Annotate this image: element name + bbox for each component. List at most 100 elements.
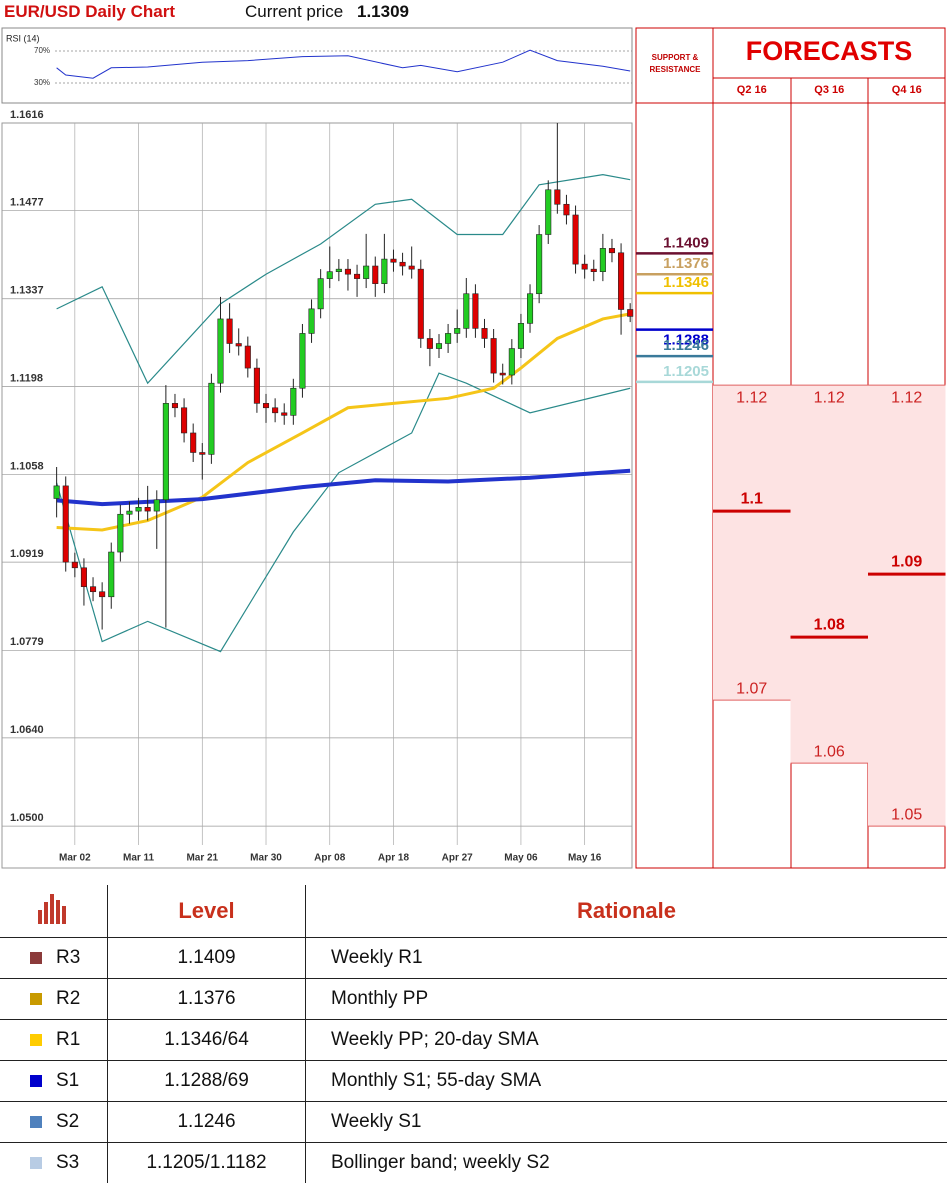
candle-body <box>299 333 306 389</box>
candle-body <box>181 407 188 434</box>
header-cell: Level <box>107 885 306 938</box>
code-cell: S3 <box>0 1142 108 1183</box>
candle-body <box>144 507 151 512</box>
candle-body <box>117 513 124 553</box>
rationale-cell: Monthly PP <box>305 978 947 1020</box>
candle-body <box>627 309 634 317</box>
y-tick-label: 1.0500 <box>10 812 44 824</box>
candle-body <box>435 343 443 349</box>
x-tick-label: May 06 <box>504 853 538 864</box>
forecast-low-label: 1.06 <box>814 743 845 760</box>
x-tick-label: Mar 21 <box>186 853 218 864</box>
table-row: S2 1.1246 Weekly S1 <box>0 1101 947 1143</box>
table-row: R2 1.1376 Monthly PP <box>0 978 947 1020</box>
level-label: 1.1288 <box>663 332 709 349</box>
code-cell: R2 <box>0 978 108 1020</box>
candle-body <box>517 323 524 349</box>
candle-body <box>244 345 251 369</box>
level-code: S2 <box>56 1111 80 1132</box>
candle-body <box>153 499 160 512</box>
level-label: 1.1409 <box>663 234 709 251</box>
forecast-high-label: 1.12 <box>814 389 845 406</box>
forecast-mid-label: 1.09 <box>891 553 922 570</box>
icon-cell <box>0 885 108 938</box>
candle-body <box>399 261 406 267</box>
candle-body <box>581 263 588 270</box>
table-body: R3 1.1409 Weekly R1 R2 1.1376 Monthly PP R1 1.1… <box>0 937 947 1183</box>
indicator-line <box>56 372 631 653</box>
candle-body <box>490 338 497 374</box>
candle-body <box>545 189 552 235</box>
y-tick-label: 1.0919 <box>10 548 44 560</box>
table-header: Level Rationale <box>0 885 947 938</box>
candle-body <box>262 403 270 409</box>
swatch <box>30 1115 42 1128</box>
level-code: S1 <box>56 1070 80 1091</box>
level-label: 1.1246 <box>663 337 709 354</box>
code-cell: S2 <box>0 1101 108 1143</box>
y-tick-label: 1.1477 <box>10 196 44 208</box>
candle-body <box>253 367 260 404</box>
candle-body <box>108 551 115 598</box>
rsi-tick-label: 30% <box>34 78 50 87</box>
code-cell: R3 <box>0 937 108 979</box>
candle-body <box>281 412 288 416</box>
rationale-cell: Weekly PP; 20-day SMA <box>305 1019 947 1061</box>
y-tick-label: 1.1616 <box>10 109 44 121</box>
candle-body <box>344 268 351 275</box>
x-tick-label: Apr 18 <box>378 853 410 864</box>
candle-body <box>80 567 87 587</box>
candle-body <box>162 403 169 501</box>
indicator-line <box>56 312 631 532</box>
candle-body <box>208 382 215 455</box>
indicator-line <box>56 468 631 507</box>
forecast-range <box>713 385 791 701</box>
sr-title: SUPPORT & RESISTANCE <box>649 53 701 74</box>
level-cell: 1.1246 <box>107 1101 306 1143</box>
forecast-high-label: 1.12 <box>736 389 767 406</box>
forecast-mid-label: 1.1 <box>741 490 763 507</box>
candle-body <box>536 234 543 295</box>
candle-body <box>190 432 197 453</box>
candle-body <box>90 586 97 593</box>
x-tick-label: Mar 02 <box>59 853 91 864</box>
level-cell: 1.1376 <box>107 978 306 1020</box>
price-label: Current price <box>245 2 344 21</box>
icon <box>37 894 66 924</box>
swatch <box>30 1156 42 1169</box>
candle-body <box>335 268 342 272</box>
chart-area: 1.1616 1.1477 1.1337 1.1198 1.1058 1.0919 1.07… <box>1 27 946 869</box>
candle-body <box>126 510 133 515</box>
level-code: R1 <box>56 1029 81 1050</box>
level-cell: 1.1409 <box>107 937 306 979</box>
level-cell: 1.1205/1.1182 <box>107 1142 306 1183</box>
candle-body <box>226 318 233 344</box>
candle-body <box>217 318 224 384</box>
level-code: R3 <box>56 947 81 968</box>
candle-body <box>499 372 506 376</box>
candle-body <box>572 214 579 265</box>
candle-body <box>554 189 561 205</box>
table-row: R1 1.1346/64 Weekly PP; 20-day SMA <box>0 1019 947 1061</box>
level-label: 1.1205 <box>663 363 709 380</box>
swatch <box>30 1074 42 1087</box>
candle-body <box>408 265 415 270</box>
y-tick-label: 1.1337 <box>10 285 44 297</box>
candle-body <box>417 268 424 339</box>
x-tick-label: Apr 08 <box>314 853 346 864</box>
candle-body <box>71 561 78 569</box>
candle-body <box>53 485 60 499</box>
rationale-cell: Weekly S1 <box>305 1101 947 1143</box>
candle-body <box>272 407 279 414</box>
forecast-range <box>868 385 946 827</box>
candle-body <box>62 485 69 563</box>
price-value: 1.1309 <box>357 2 409 21</box>
y-tick-label: 1.0779 <box>10 636 44 648</box>
table-row: R3 1.1409 Weekly R1 <box>0 937 947 979</box>
y-tick-label: 1.0640 <box>10 724 44 736</box>
rsi-frame <box>1 27 633 104</box>
forecast-range <box>790 385 868 764</box>
level-label: 1.1346 <box>663 274 709 291</box>
candle-body <box>363 265 370 279</box>
levels-table: Level Rationale R3 1.1409 Weekly R1 R2 1.137… <box>0 885 947 1183</box>
